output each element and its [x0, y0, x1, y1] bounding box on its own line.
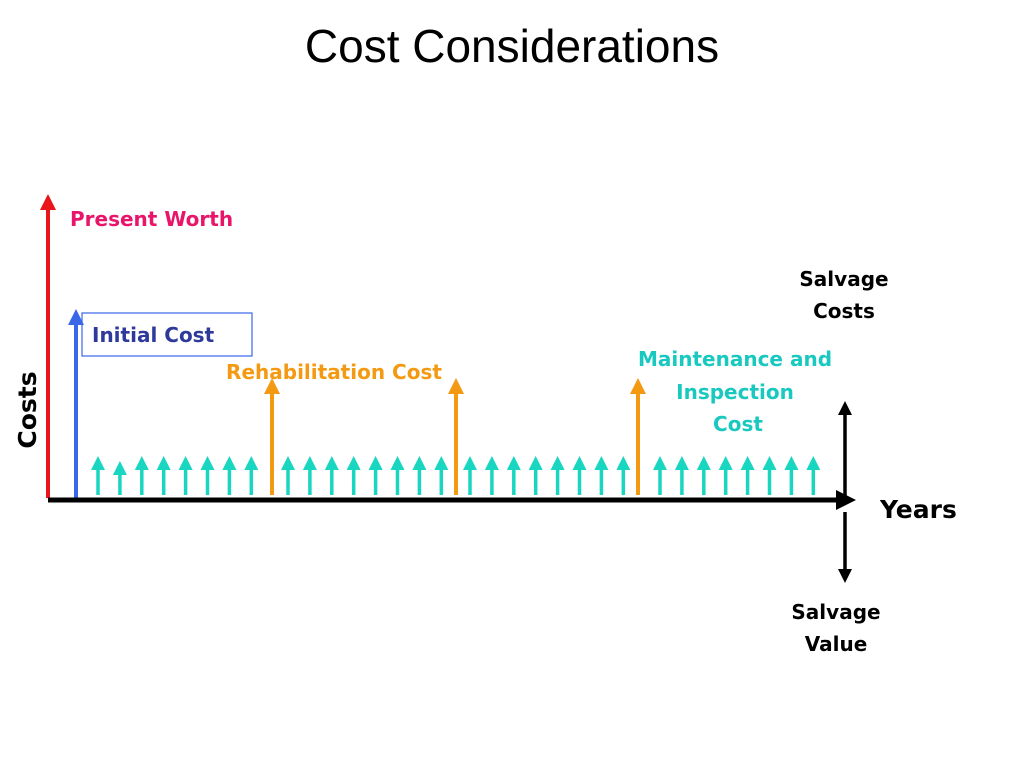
maintenance-label: Cost: [713, 412, 763, 436]
salvage-value-label: Salvage: [791, 600, 880, 624]
initial-cost-label: Initial Cost: [92, 323, 215, 347]
maintenance-label: Maintenance and: [638, 347, 832, 371]
salvage-costs-label: Salvage: [799, 267, 888, 291]
present-worth-label: Present Worth: [70, 207, 233, 231]
rehab-label: Rehabilitation Cost: [226, 360, 442, 384]
x-axis-label: Years: [879, 495, 957, 524]
initial-cost-box: [81, 312, 253, 357]
salvage-value-label: Value: [805, 632, 868, 656]
salvage-costs-label: Costs: [813, 299, 875, 323]
title: Cost Considerations: [305, 20, 719, 72]
maintenance-arrows: [91, 456, 821, 495]
maintenance-label: Inspection: [676, 380, 794, 404]
y-axis-label: Costs: [13, 371, 42, 448]
